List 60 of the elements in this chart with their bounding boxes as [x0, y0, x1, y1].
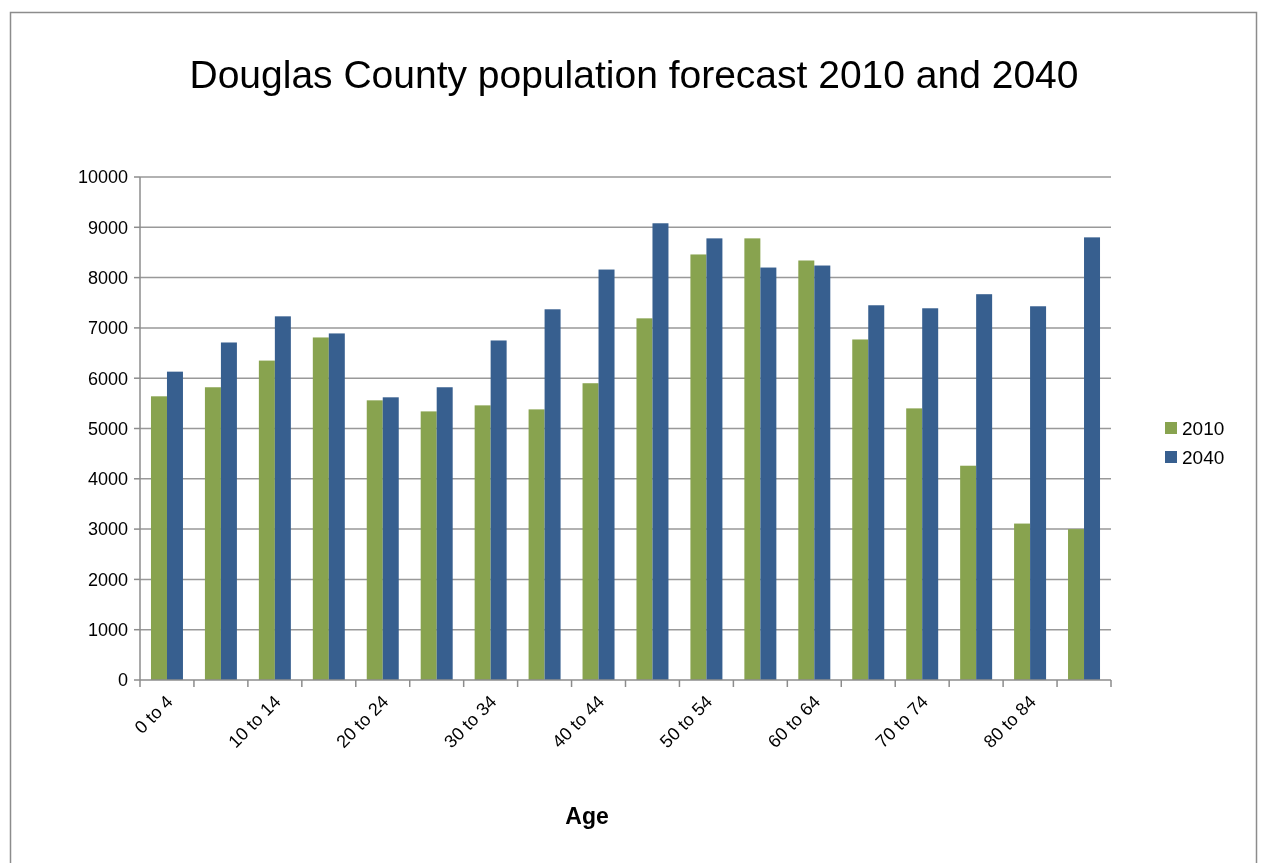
bar: [274, 316, 291, 680]
x-axis-title: Age: [565, 803, 609, 829]
bar: [636, 318, 653, 680]
bar: [868, 305, 885, 680]
x-tick-label: 10 to 14: [224, 691, 285, 752]
y-tick-label: 0: [117, 670, 128, 691]
bar: [852, 339, 869, 680]
bar: [204, 387, 221, 680]
x-tick-label: 20 to 24: [332, 691, 393, 752]
bar: [166, 371, 183, 680]
bar: [814, 265, 831, 680]
x-tick-label: 0 to 4: [130, 691, 177, 738]
x-tick-label: 60 to 64: [763, 691, 825, 752]
bar: [976, 294, 993, 680]
bar: [922, 308, 939, 680]
bar: [328, 333, 345, 680]
bar: [436, 387, 453, 680]
bar: [1014, 523, 1031, 680]
bar: [312, 337, 329, 680]
bar: [582, 383, 599, 680]
bar: [798, 260, 815, 680]
bar: [744, 238, 761, 680]
legend-label: 2010: [1182, 417, 1225, 439]
bar: [706, 238, 723, 680]
bar: [420, 411, 437, 680]
bar: [490, 340, 507, 680]
bar: [150, 396, 167, 680]
x-tick-label: 70 to 74: [871, 691, 932, 752]
bar: [760, 267, 777, 680]
bar: [382, 397, 399, 680]
bar: [1030, 306, 1047, 680]
y-tick-label: 3000: [87, 519, 128, 540]
bar: [960, 465, 977, 680]
x-tick-label: 50 to 54: [656, 691, 717, 752]
bar: [1084, 237, 1101, 680]
bar: [528, 409, 545, 680]
bar: [598, 269, 615, 680]
y-tick-label: 7000: [87, 318, 128, 339]
chart-title: Douglas County population forecast 2010 and 2040: [189, 53, 1079, 96]
y-tick-label: 1000: [87, 620, 128, 640]
bar: [652, 223, 669, 680]
bar: [1068, 529, 1085, 680]
bar: [544, 309, 561, 680]
x-tick-label: 30 to 34: [440, 691, 501, 752]
x-tick-label: 40 to 44: [548, 691, 609, 752]
bar: [220, 342, 237, 680]
bar: [906, 408, 923, 680]
y-tick-label: 6000: [87, 368, 128, 389]
y-tick-label: 8000: [87, 267, 128, 288]
y-tick-label: 9000: [87, 217, 128, 238]
x-tick-label: 80 to 84: [979, 691, 1040, 752]
y-tick-label: 4000: [87, 469, 128, 490]
bar: [690, 254, 707, 680]
y-tick-label: 5000: [87, 418, 128, 439]
bar: [474, 405, 491, 680]
bar: [258, 360, 275, 680]
y-tick-label: 2000: [87, 569, 128, 590]
legend-label: 2040: [1182, 446, 1225, 468]
bar: [366, 400, 383, 680]
y-tick-label: 10000: [77, 167, 128, 188]
